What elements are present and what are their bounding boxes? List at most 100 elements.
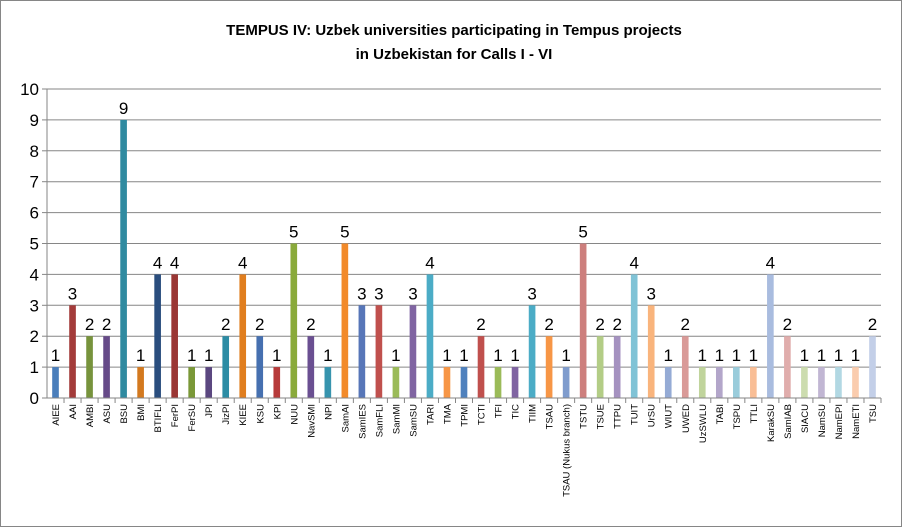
bar	[409, 305, 417, 398]
data-label: 3	[646, 284, 655, 303]
x-tick-label: BSU	[119, 404, 130, 424]
data-label: 1	[51, 346, 60, 365]
data-label: 2	[255, 315, 264, 334]
bar	[579, 243, 587, 398]
bar	[596, 336, 604, 398]
bar	[613, 336, 621, 398]
x-tick-label: TSU	[868, 404, 879, 423]
y-tick-label: 8	[30, 142, 39, 161]
y-tick-label: 4	[30, 265, 39, 284]
data-label: 1	[272, 346, 281, 365]
x-tick-label: NamETI	[851, 404, 862, 439]
data-label: 1	[510, 346, 519, 365]
data-label: 3	[408, 284, 417, 303]
x-tick-label: TPMI	[460, 404, 471, 427]
data-label: 3	[374, 284, 383, 303]
x-tick-label: JizPI	[221, 404, 232, 425]
data-label: 1	[749, 346, 758, 365]
data-label: 3	[527, 284, 536, 303]
data-label: 1	[459, 346, 468, 365]
x-tick-label: ASU	[102, 404, 113, 424]
x-tick-label: KSU	[255, 404, 266, 424]
data-label: 1	[732, 346, 741, 365]
x-tick-label: UrSU	[647, 404, 658, 427]
x-tick-label: TCTI	[477, 404, 488, 425]
x-tick-label: SamIAB	[783, 404, 794, 439]
data-label: 2	[868, 315, 877, 334]
y-tick-label: 2	[30, 327, 39, 346]
x-tick-label: SamAI	[340, 404, 351, 433]
y-tick-label: 7	[30, 173, 39, 192]
data-label: 1	[391, 346, 400, 365]
data-label: 3	[68, 284, 77, 303]
x-tick-label: TSAU (Nukus branch)	[562, 404, 573, 497]
bar	[154, 274, 161, 398]
data-label: 1	[204, 346, 213, 365]
data-label: 2	[476, 315, 485, 334]
data-label: 4	[425, 253, 434, 272]
data-label: 2	[544, 315, 553, 334]
x-tick-label: TTLI	[749, 404, 760, 424]
data-label: 5	[289, 223, 298, 242]
bar	[698, 367, 706, 398]
y-tick-label: 6	[30, 204, 39, 223]
x-tick-label: FerSU	[187, 404, 198, 432]
x-tick-label: SamMI	[391, 404, 402, 434]
bar	[562, 367, 570, 398]
bar	[835, 367, 842, 398]
data-label: 2	[221, 315, 230, 334]
chart-title-line-1: TEMPUS IV: Uzbek universities participat…	[226, 22, 682, 39]
bar	[137, 367, 144, 398]
bar	[358, 305, 366, 398]
data-label: 1	[834, 346, 843, 365]
data-label: 1	[442, 346, 451, 365]
bar	[341, 243, 349, 398]
bar	[647, 305, 655, 398]
x-axis-ticks: AIEE AAI AMBI ASU BSU BMI BTIFLI FerPI FerSU JPI J…	[51, 398, 882, 497]
bar	[681, 336, 689, 398]
bar	[715, 367, 723, 398]
x-tick-label: SIACU	[800, 404, 811, 433]
bar	[494, 367, 502, 398]
data-label: 2	[306, 315, 315, 334]
data-label: 5	[578, 223, 587, 242]
x-tick-label: BTIFLI	[153, 404, 164, 433]
data-label: 3	[357, 284, 366, 303]
y-tick-label: 3	[30, 296, 39, 315]
x-tick-label: KarakSU	[766, 404, 777, 442]
bar	[733, 367, 740, 398]
bar	[324, 367, 332, 398]
x-tick-label: NPI	[323, 404, 334, 420]
chart-title-line-2: in Uzbekistan for Calls I - VI	[356, 46, 553, 63]
bar	[664, 367, 672, 398]
data-label: 2	[681, 315, 690, 334]
x-tick-label: TIC	[511, 404, 522, 419]
bar	[750, 367, 757, 398]
x-tick-label: JPI	[204, 404, 215, 418]
data-label: 2	[102, 315, 111, 334]
x-tick-label: TMA	[442, 403, 453, 424]
data-label: 4	[238, 253, 247, 272]
x-tick-label: BMI	[136, 404, 147, 421]
x-tick-label: AMBI	[85, 404, 96, 427]
x-tick-label: KIEE	[238, 404, 249, 426]
x-tick-label: TIIM	[528, 404, 539, 423]
bar	[852, 367, 859, 398]
x-tick-label: AAI	[68, 404, 79, 419]
data-label: 1	[561, 346, 570, 365]
x-tick-label: TARI	[425, 404, 436, 425]
x-tick-label: SamFLI	[374, 404, 385, 437]
bar	[256, 336, 264, 398]
bar	[120, 119, 127, 399]
bar	[528, 305, 536, 398]
gridlines	[47, 88, 881, 368]
bar	[290, 243, 298, 398]
bar	[818, 367, 825, 398]
y-tick-label: 10	[20, 80, 39, 99]
y-tick-label: 0	[30, 389, 39, 408]
x-tick-label: UWED	[681, 404, 692, 433]
data-label: 1	[493, 346, 502, 365]
data-label: 4	[170, 253, 179, 272]
x-tick-label: TSTU	[579, 404, 590, 429]
